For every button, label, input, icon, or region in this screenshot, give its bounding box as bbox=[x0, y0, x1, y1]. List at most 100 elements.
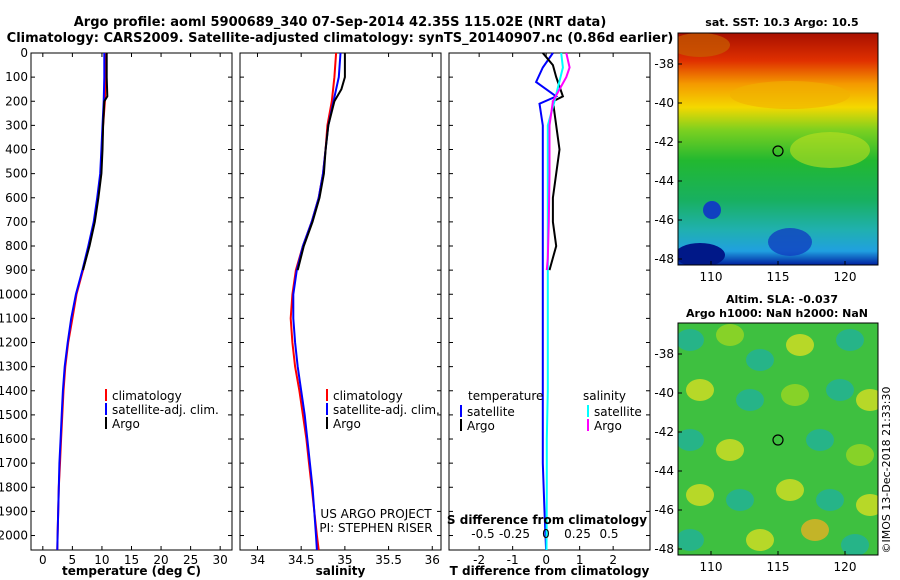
sla-patch bbox=[678, 529, 704, 551]
map-y-tick-label: -44 bbox=[654, 174, 674, 188]
map-x-tick-label: 120 bbox=[834, 560, 857, 574]
sla-patch bbox=[826, 379, 854, 401]
map-y-tick-label: -48 bbox=[654, 252, 674, 266]
map-y-tick-label: -46 bbox=[654, 503, 674, 517]
x-tick-label: 15 bbox=[124, 553, 139, 567]
s-tick-label: 0 bbox=[542, 527, 550, 541]
legend-entry: satellite-adj. clim. bbox=[333, 403, 440, 417]
x-tick-label: 30 bbox=[213, 553, 228, 567]
legend-entry: Argo bbox=[467, 419, 495, 433]
map-y-tick-label: -42 bbox=[654, 135, 674, 149]
map-x-tick-label: 115 bbox=[767, 560, 790, 574]
s-tick-label: 0.25 bbox=[564, 527, 591, 541]
x-tick-label: 0 bbox=[39, 553, 47, 567]
x-tick-label: -1 bbox=[507, 553, 519, 567]
sla-patch bbox=[678, 329, 704, 351]
series-line-salinity-argo bbox=[545, 52, 571, 271]
panel-salinity: 34 34.5 35 35.5 36 salinity climatologysatelli… bbox=[239, 52, 442, 578]
sst-map bbox=[678, 33, 878, 265]
y-tick-label: 1300 bbox=[0, 360, 28, 374]
sla-float-marker bbox=[772, 434, 784, 446]
y-tick-label: 1800 bbox=[0, 480, 28, 494]
s-difference-label: S difference from climatology bbox=[447, 513, 647, 527]
sla-patch bbox=[678, 429, 704, 451]
map-y-tick-label: -38 bbox=[654, 347, 674, 361]
s-tick-label: 0.5 bbox=[599, 527, 618, 541]
sst-float-marker bbox=[772, 145, 784, 157]
y-tick-label: 1900 bbox=[0, 504, 28, 518]
y-tick-label: 900 bbox=[5, 263, 28, 277]
legend-entry: Argo bbox=[112, 417, 140, 431]
x-tick-label: 5 bbox=[69, 553, 77, 567]
y-tick-label: 1600 bbox=[0, 432, 28, 446]
legend-entry: climatology bbox=[333, 389, 403, 403]
project-credit: US ARGO PROJECT bbox=[320, 507, 432, 521]
x-tick-label: 10 bbox=[94, 553, 109, 567]
sla-patch bbox=[776, 479, 804, 501]
sla-patch bbox=[856, 494, 878, 516]
legend-title-temperature: temperature bbox=[468, 389, 543, 403]
x-axis-label: salinity bbox=[316, 564, 366, 578]
y-tick-label: 300 bbox=[5, 118, 28, 132]
sla-patch bbox=[716, 439, 744, 461]
sst-patch bbox=[678, 243, 725, 265]
y-tick-label: 400 bbox=[5, 143, 28, 157]
sst-patch bbox=[730, 81, 850, 109]
legend-entry: satellite bbox=[467, 405, 515, 419]
sla-map-subtitle: Argo h1000: NaN h2000: NaN bbox=[686, 307, 868, 320]
sla-patch bbox=[716, 324, 744, 346]
x-axis-label: T difference from climatology bbox=[450, 564, 650, 578]
y-tick-label: 100 bbox=[5, 70, 28, 84]
sla-patch bbox=[726, 489, 754, 511]
y-tick-label: 1700 bbox=[0, 456, 28, 470]
y-tick-label: 800 bbox=[5, 239, 28, 253]
x-tick-label: 34 bbox=[250, 553, 265, 567]
x-tick-label: 34.5 bbox=[288, 553, 315, 567]
sst-patch bbox=[678, 33, 730, 57]
x-tick-label: 0 bbox=[542, 553, 550, 567]
map-y-tick-label: -38 bbox=[654, 57, 674, 71]
sla-patch bbox=[686, 379, 714, 401]
y-tick-label: 200 bbox=[5, 94, 28, 108]
map-x-tick-label: 110 bbox=[700, 270, 723, 284]
sla-patch bbox=[841, 534, 869, 555]
y-tick-label: 1100 bbox=[0, 311, 28, 325]
x-tick-label: 1 bbox=[576, 553, 584, 567]
x-tick-label: 35.5 bbox=[375, 553, 402, 567]
sla-patch bbox=[846, 444, 874, 466]
sla-patch bbox=[856, 389, 878, 411]
sla-patch bbox=[746, 349, 774, 371]
sla-patch bbox=[806, 429, 834, 451]
map-y-tick-label: -46 bbox=[654, 213, 674, 227]
map-x-tick-label: 120 bbox=[834, 270, 857, 284]
sla-patch bbox=[746, 529, 774, 551]
sst-patch bbox=[790, 132, 870, 168]
y-tick-label: 1000 bbox=[0, 287, 28, 301]
sla-patch bbox=[816, 489, 844, 511]
y-tick-label: 500 bbox=[5, 167, 28, 181]
plot-frame bbox=[239, 52, 442, 551]
sla-map-title: Altim. SLA: -0.037 bbox=[726, 293, 838, 306]
series-line-argo bbox=[82, 53, 109, 271]
map-x-tick-label: 115 bbox=[767, 270, 790, 284]
profile-panels: 0100200300400500600700800900100011001200… bbox=[0, 46, 651, 578]
sst-map-title: sat. SST: 10.3 Argo: 10.5 bbox=[705, 16, 858, 29]
map-y-tick-label: -42 bbox=[654, 425, 674, 439]
legend-entry: Argo bbox=[333, 417, 361, 431]
sla-field bbox=[678, 323, 878, 555]
y-tick-label: 2000 bbox=[0, 529, 28, 543]
plot-frame bbox=[30, 52, 233, 551]
sst-patch bbox=[703, 201, 721, 219]
sla-patch bbox=[801, 519, 829, 541]
x-tick-label: 20 bbox=[153, 553, 168, 567]
x-tick-label: 36 bbox=[425, 553, 440, 567]
title-line-1: Argo profile: aoml 5900689_340 07-Sep-20… bbox=[74, 15, 607, 30]
sla-patch bbox=[736, 389, 764, 411]
legend-entry: satellite-adj. clim. bbox=[112, 403, 219, 417]
series-line-satellite-adj-clim- bbox=[292, 52, 342, 551]
map-x-tick-label: 110 bbox=[700, 560, 723, 574]
y-tick-label: 1500 bbox=[0, 408, 28, 422]
x-tick-label: 25 bbox=[183, 553, 198, 567]
y-tick-label: 1400 bbox=[0, 384, 28, 398]
